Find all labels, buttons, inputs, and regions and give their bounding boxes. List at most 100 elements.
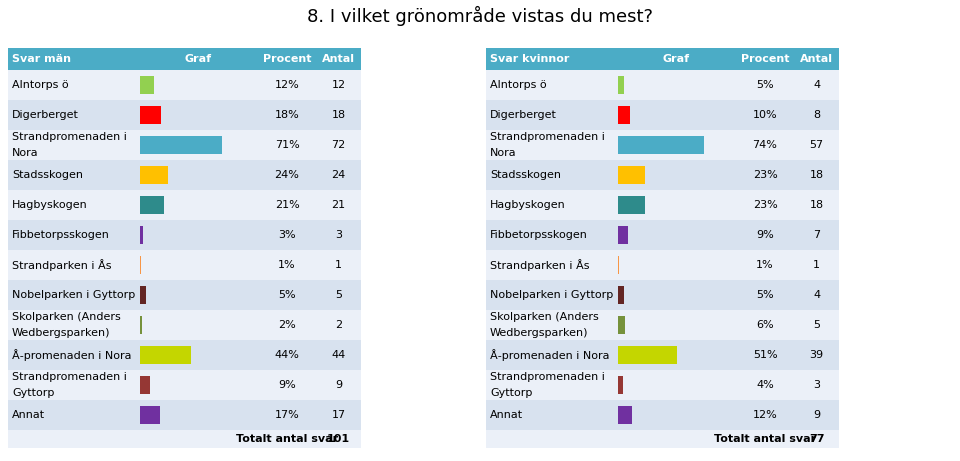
Bar	[8, 250, 361, 280]
Text: 12: 12	[331, 80, 346, 90]
Text: 3%: 3%	[278, 230, 296, 240]
Text: 71%: 71%	[275, 140, 300, 150]
Text: 21: 21	[331, 200, 346, 210]
Bar	[8, 340, 361, 370]
Text: Stadsskogen: Stadsskogen	[12, 170, 83, 180]
Bar	[140, 376, 151, 394]
Text: Fibbetorpsskogen: Fibbetorpsskogen	[490, 230, 588, 240]
Bar	[486, 48, 839, 70]
Bar	[486, 430, 839, 448]
Bar	[486, 160, 839, 190]
Text: Svar kvinnor: Svar kvinnor	[490, 54, 569, 64]
Text: 39: 39	[809, 350, 824, 360]
Text: 9: 9	[335, 380, 342, 390]
Text: Digerberget: Digerberget	[12, 110, 79, 120]
Text: 1%: 1%	[756, 260, 774, 270]
Text: 2%: 2%	[278, 320, 296, 330]
Text: Hagbyskogen: Hagbyskogen	[490, 200, 565, 210]
Text: 1: 1	[813, 260, 820, 270]
Text: Strandpromenaden i: Strandpromenaden i	[12, 132, 127, 142]
Text: 9: 9	[813, 410, 820, 420]
Text: 44: 44	[331, 350, 346, 360]
Text: Alntorps ö: Alntorps ö	[12, 80, 68, 90]
Bar	[618, 286, 624, 304]
Bar	[8, 220, 361, 250]
Bar	[618, 76, 624, 95]
Text: Skolparken (Anders: Skolparken (Anders	[12, 312, 121, 322]
Text: Å-promenaden i Nora: Å-promenaden i Nora	[490, 349, 610, 361]
Text: 3: 3	[335, 230, 342, 240]
Text: Nora: Nora	[12, 148, 38, 158]
Bar	[140, 256, 141, 274]
Bar	[486, 70, 839, 100]
Text: Digerberget: Digerberget	[490, 110, 557, 120]
Text: 74%: 74%	[753, 140, 778, 150]
Text: Strandparken i Ås: Strandparken i Ås	[12, 259, 111, 271]
Text: Strandpromenaden i: Strandpromenaden i	[490, 132, 605, 142]
Bar	[8, 100, 361, 130]
Text: 9%: 9%	[756, 230, 774, 240]
Text: Wedbergsparken): Wedbergsparken)	[490, 328, 588, 338]
Text: 3: 3	[813, 380, 820, 390]
Text: Graf: Graf	[184, 54, 211, 64]
Text: 101: 101	[327, 434, 350, 444]
Text: Strandpromenaden i: Strandpromenaden i	[12, 372, 127, 382]
Bar	[618, 136, 704, 154]
Bar	[486, 400, 839, 430]
Text: 5%: 5%	[756, 80, 774, 90]
Text: 77: 77	[808, 434, 825, 444]
Bar	[140, 316, 142, 334]
Text: Annat: Annat	[490, 410, 523, 420]
Text: 7: 7	[813, 230, 820, 240]
Text: 51%: 51%	[753, 350, 778, 360]
Bar	[486, 340, 839, 370]
Bar	[140, 226, 143, 244]
Bar	[140, 76, 154, 95]
Text: 17: 17	[331, 410, 346, 420]
Bar	[486, 250, 839, 280]
Text: 4: 4	[813, 80, 820, 90]
Text: Svar män: Svar män	[12, 54, 71, 64]
Bar	[140, 196, 164, 214]
Text: 5: 5	[335, 290, 342, 300]
Bar	[140, 406, 159, 424]
Bar	[140, 286, 146, 304]
Text: Gyttorp: Gyttorp	[12, 388, 55, 398]
Bar	[486, 220, 839, 250]
Text: Gyttorp: Gyttorp	[490, 388, 533, 398]
Text: 5: 5	[813, 320, 820, 330]
Text: 17%: 17%	[275, 410, 300, 420]
Bar	[140, 106, 161, 124]
Bar	[8, 160, 361, 190]
Text: Antal: Antal	[322, 54, 355, 64]
Bar	[486, 370, 839, 400]
Text: Hagbyskogen: Hagbyskogen	[12, 200, 87, 210]
Text: 18%: 18%	[275, 110, 300, 120]
Text: 57: 57	[809, 140, 824, 150]
Bar	[8, 48, 361, 70]
Bar	[8, 400, 361, 430]
Text: Annat: Annat	[12, 410, 45, 420]
Text: Totalt antal svar: Totalt antal svar	[714, 434, 816, 444]
Bar	[140, 346, 191, 364]
Bar	[8, 430, 361, 448]
Text: 24%: 24%	[275, 170, 300, 180]
Bar	[486, 280, 839, 310]
Text: 21%: 21%	[275, 200, 300, 210]
Text: 4: 4	[813, 290, 820, 300]
Bar	[618, 316, 625, 334]
Text: Stadsskogen: Stadsskogen	[490, 170, 561, 180]
Bar	[8, 280, 361, 310]
Text: 23%: 23%	[753, 200, 778, 210]
Bar	[618, 226, 629, 244]
Text: 18: 18	[809, 170, 824, 180]
Text: Fibbetorpsskogen: Fibbetorpsskogen	[12, 230, 109, 240]
Text: 1%: 1%	[278, 260, 296, 270]
Text: 5%: 5%	[278, 290, 296, 300]
Bar	[486, 190, 839, 220]
Text: 8: 8	[813, 110, 820, 120]
Bar	[8, 370, 361, 400]
Bar	[618, 346, 677, 364]
Text: 9%: 9%	[278, 380, 296, 390]
Text: Procent: Procent	[263, 54, 311, 64]
